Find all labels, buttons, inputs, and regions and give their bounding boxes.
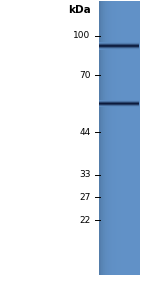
Bar: [108, 1, 109, 275]
Bar: [123, 1, 124, 275]
Text: kDa: kDa: [68, 5, 90, 15]
Text: 44: 44: [79, 128, 90, 137]
Bar: [127, 1, 128, 275]
Bar: [99, 104, 139, 105]
Bar: [99, 104, 139, 105]
Text: 33: 33: [79, 170, 90, 179]
Bar: [136, 1, 137, 275]
Text: 22: 22: [79, 216, 90, 225]
Bar: [135, 1, 136, 275]
Bar: [131, 1, 132, 275]
Text: 70: 70: [79, 71, 90, 80]
Bar: [135, 1, 136, 275]
Bar: [100, 1, 102, 275]
Bar: [99, 43, 139, 44]
Bar: [113, 1, 114, 275]
Bar: [104, 1, 105, 275]
Bar: [103, 1, 104, 275]
Bar: [128, 1, 129, 275]
Bar: [116, 1, 117, 275]
Bar: [130, 1, 131, 275]
Bar: [112, 1, 113, 275]
Bar: [128, 1, 129, 275]
Bar: [121, 1, 122, 275]
Bar: [138, 1, 139, 275]
Bar: [115, 1, 116, 275]
Bar: [126, 1, 127, 275]
Bar: [104, 1, 106, 275]
Bar: [120, 1, 121, 275]
Bar: [99, 44, 139, 45]
Bar: [132, 1, 133, 275]
Bar: [99, 45, 139, 46]
Bar: [120, 1, 122, 275]
Bar: [99, 49, 139, 50]
Bar: [115, 1, 116, 275]
Bar: [132, 1, 133, 275]
Bar: [124, 1, 125, 275]
Bar: [99, 48, 139, 49]
Bar: [112, 1, 114, 275]
Bar: [111, 1, 112, 275]
Bar: [99, 47, 139, 48]
Bar: [99, 100, 139, 101]
Bar: [105, 1, 106, 275]
Text: 100: 100: [73, 31, 90, 40]
Bar: [99, 101, 139, 102]
Bar: [99, 102, 139, 103]
Bar: [117, 1, 118, 275]
Bar: [109, 1, 110, 275]
Bar: [123, 1, 124, 275]
Bar: [99, 106, 139, 107]
Bar: [139, 1, 140, 275]
Bar: [101, 1, 102, 275]
Bar: [134, 1, 135, 275]
Bar: [99, 105, 139, 106]
Bar: [106, 1, 107, 275]
Bar: [110, 1, 111, 275]
Bar: [119, 1, 120, 275]
Bar: [99, 46, 139, 47]
Bar: [136, 1, 137, 275]
Bar: [102, 1, 103, 275]
Bar: [99, 42, 139, 43]
Bar: [107, 1, 108, 275]
Bar: [129, 1, 130, 275]
Bar: [99, 101, 139, 102]
Bar: [114, 1, 115, 275]
Bar: [124, 1, 125, 275]
Bar: [119, 1, 120, 275]
Bar: [133, 1, 134, 275]
Bar: [137, 1, 138, 275]
Bar: [131, 1, 132, 275]
Bar: [100, 1, 101, 275]
Bar: [107, 1, 108, 275]
Bar: [99, 49, 139, 50]
Bar: [103, 1, 104, 275]
Bar: [108, 1, 109, 275]
Bar: [125, 1, 126, 275]
Bar: [99, 47, 139, 48]
Bar: [111, 1, 112, 275]
Bar: [116, 1, 117, 275]
Bar: [99, 105, 139, 106]
Bar: [127, 1, 128, 275]
Bar: [118, 1, 119, 275]
Bar: [99, 45, 139, 46]
Bar: [99, 1, 100, 275]
Bar: [122, 1, 123, 275]
Bar: [99, 43, 139, 44]
Text: 27: 27: [79, 193, 90, 202]
Bar: [99, 103, 139, 104]
Bar: [99, 100, 139, 101]
